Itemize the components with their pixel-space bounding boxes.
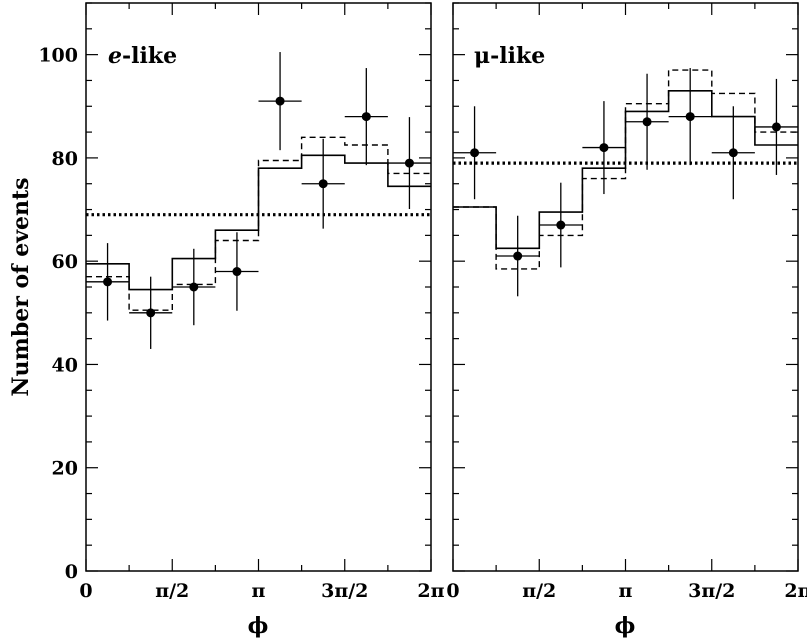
x-axis-title: ϕ (248, 613, 269, 639)
data-marker (189, 282, 199, 292)
data-marker (470, 148, 480, 158)
y-tick-label: 60 (52, 251, 78, 273)
data-point (344, 68, 388, 166)
data-marker (275, 96, 285, 106)
panel-mu-like: 0 π/2 π 3π/2 2π μ-like ϕ (446, 2, 807, 639)
data-point (129, 276, 173, 349)
data-marker (232, 267, 242, 277)
y-tick-label: 20 (52, 458, 78, 480)
x-tick-labels: 0 π/2 π 3π/2 2π (79, 580, 444, 602)
x-tick-label: 2π (784, 580, 807, 602)
panel-label-italic: e (108, 43, 122, 69)
data-marker (599, 143, 609, 153)
panel-e-like: 0 π/2 π 3π/2 2π 0 20 40 60 80 100 e-like ϕ (38, 2, 445, 639)
data-points-layer (86, 52, 431, 349)
data-marker (685, 112, 695, 122)
data-marker (771, 122, 781, 132)
x-tick-labels: 0 π/2 π 3π/2 2π (446, 580, 807, 602)
data-point (582, 101, 626, 195)
data-point (711, 106, 755, 200)
x-tick-label: 2π (417, 580, 444, 602)
data-marker (404, 158, 414, 168)
data-point (215, 232, 259, 311)
y-tick-label: 80 (52, 148, 78, 170)
y-tick-label: 100 (38, 45, 78, 67)
data-point (453, 106, 497, 200)
data-point (539, 182, 583, 268)
data-marker (318, 179, 328, 189)
data-marker (728, 148, 738, 158)
panel-label: μ-like (474, 43, 545, 69)
data-point (258, 52, 302, 151)
x-tick-label: 3π/2 (321, 580, 368, 602)
x-tick-label: π/2 (155, 580, 189, 602)
panel-label: e-like (108, 43, 177, 69)
panel-frame (85, 2, 432, 572)
tick-marks (85, 2, 432, 572)
data-marker (103, 277, 113, 287)
data-point (387, 117, 431, 210)
data-marker (513, 251, 523, 261)
y-tick-label: 0 (65, 561, 78, 583)
data-points-layer (453, 68, 798, 297)
data-marker (556, 220, 566, 230)
data-marker (361, 112, 371, 122)
data-marker (642, 117, 652, 127)
data-marker (146, 308, 156, 318)
panel-frame (452, 2, 799, 572)
data-point (86, 243, 130, 321)
histogram-layer (453, 69, 798, 270)
dashed-histogram-line (453, 69, 798, 270)
panel-label-text: μ-like (474, 43, 545, 69)
x-tick-label: 0 (79, 580, 92, 602)
data-point (172, 248, 216, 326)
x-tick-label: π/2 (522, 580, 556, 602)
y-tick-labels: 0 20 40 60 80 100 (38, 45, 78, 583)
data-point (496, 215, 540, 297)
x-tick-label: π (619, 580, 633, 602)
y-tick-label: 40 (52, 354, 78, 376)
histogram-layer (86, 136, 431, 311)
x-axis-title: ϕ (615, 613, 636, 639)
data-point (301, 138, 345, 229)
x-tick-label: 0 (446, 580, 459, 602)
data-point (754, 78, 798, 175)
data-point (668, 68, 712, 166)
x-tick-label: π (252, 580, 266, 602)
x-tick-label: 3π/2 (688, 580, 735, 602)
y-axis-title: Number of events (8, 177, 34, 396)
tick-marks (452, 2, 799, 572)
data-point (625, 73, 669, 170)
panel-label-text: -like (122, 43, 177, 69)
